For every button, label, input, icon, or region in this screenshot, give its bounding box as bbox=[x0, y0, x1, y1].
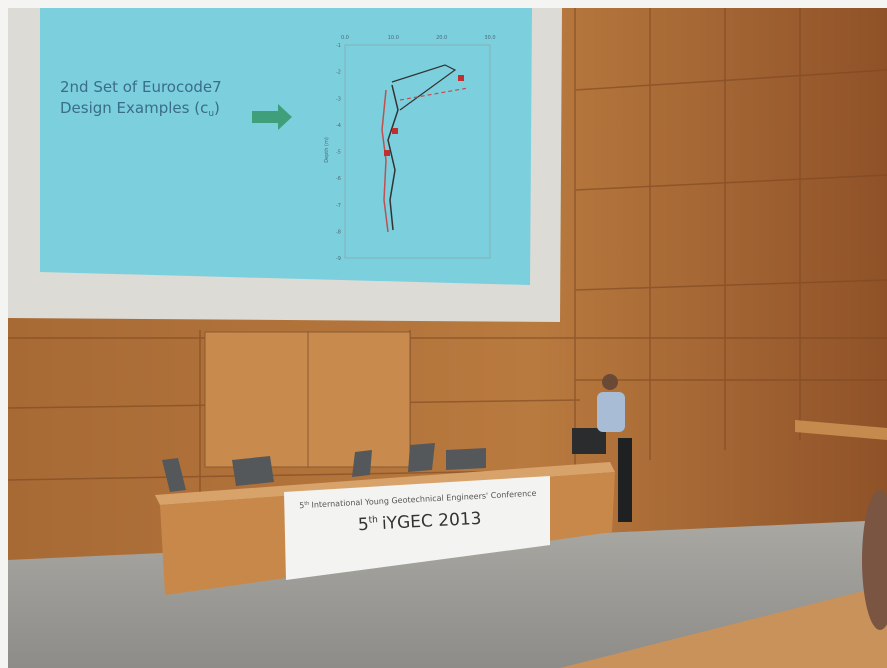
plot-x-tick-label: 30.0 bbox=[484, 35, 495, 41]
plot-marker bbox=[384, 150, 390, 156]
heading-close: ) bbox=[214, 99, 220, 117]
plot-y-tick-label: -9 bbox=[336, 256, 341, 262]
scene: 2nd Set of Eurocode7 Design Examples (cu… bbox=[0, 0, 887, 668]
slide bbox=[40, 8, 532, 285]
plot-y-tick-label: -8 bbox=[336, 229, 341, 235]
plot-x-tick-label: 20.0 bbox=[436, 35, 447, 41]
plot-marker bbox=[458, 75, 464, 81]
plot-y-label: Depth (m) bbox=[324, 137, 330, 163]
plot-y-tick-label: -1 bbox=[336, 43, 341, 49]
plot-y-tick-label: -2 bbox=[336, 70, 341, 76]
laptop bbox=[572, 428, 606, 454]
plot-marker bbox=[392, 128, 398, 134]
ordinal-suffix: th bbox=[304, 501, 309, 507]
slide-heading: Design Examples (cu) bbox=[60, 99, 220, 119]
ordinal-suffix: th bbox=[368, 515, 378, 525]
plot-y-tick-label: -5 bbox=[336, 150, 341, 156]
slide-heading: 2nd Set of Eurocode7 bbox=[60, 78, 222, 96]
plot-y-tick-label: -6 bbox=[336, 176, 341, 182]
heading-line: 2nd Set of Eurocode7 bbox=[60, 78, 222, 96]
plot-x-tick-label: 10.0 bbox=[388, 35, 399, 41]
plot-y-tick-label: -4 bbox=[336, 123, 341, 129]
heading-line: Design Examples (c bbox=[60, 99, 208, 117]
plot-y-tick-label: -7 bbox=[336, 203, 341, 209]
plot-x-tick-label: 0.0 bbox=[341, 35, 349, 41]
plot-y-tick-label: -3 bbox=[336, 96, 341, 102]
